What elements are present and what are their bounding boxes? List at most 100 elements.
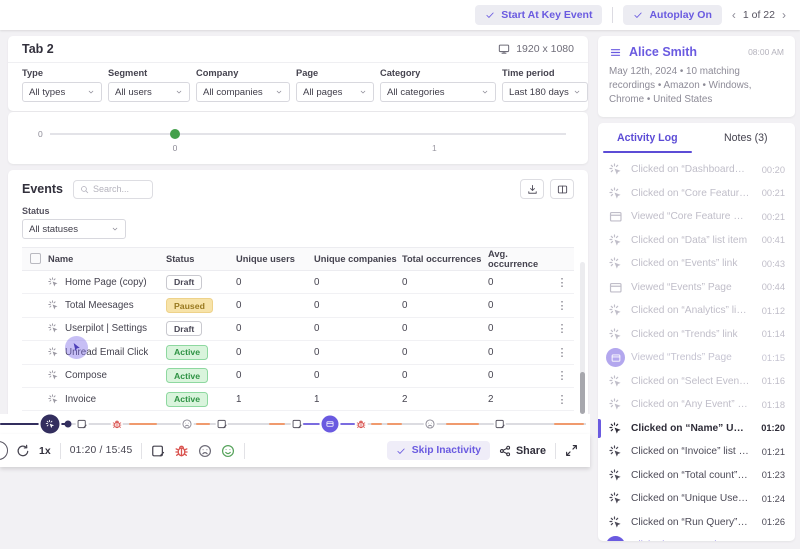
table-row[interactable]: Total Meesages Paused 0 0 0 0 ⋮ (22, 294, 574, 318)
timeline-note-marker[interactable] (215, 417, 229, 431)
timeline-segment-orange[interactable] (371, 422, 382, 425)
timeline-segment-orange[interactable] (269, 422, 285, 425)
playback-timeline[interactable] (0, 414, 590, 434)
activity-log-item[interactable]: Clicked on “Select Event” dropdown 01:16 (598, 370, 795, 394)
activity-log-item[interactable]: Clicked on “Name” Unread Email C... 01:20 (598, 417, 795, 441)
timeline-segment-orange[interactable] (446, 422, 480, 425)
start-at-key-event-label: Start At Key Event (501, 9, 593, 21)
event-name: Userpilot | Settings (65, 323, 148, 335)
activity-log-item[interactable]: Clicked on “Run Query” button 01:26 (598, 511, 795, 535)
tab-notes[interactable]: Notes (3) (723, 132, 768, 145)
table-row[interactable]: Invoice Active 1 1 2 2 ⋮ (22, 388, 574, 412)
activity-log-item[interactable]: Clicked on “Core Feature Engagem... 00:21 (598, 182, 795, 206)
events-actions (520, 179, 574, 199)
chevron-down-icon (573, 88, 581, 96)
timeline-segment-orange[interactable] (554, 422, 585, 425)
table-row[interactable]: Compose Active 0 0 0 0 ⋮ (22, 365, 574, 388)
activity-log-item[interactable]: Clicked on “Any Event” list item 01:18 (598, 393, 795, 417)
timeline-note-marker[interactable] (290, 417, 304, 431)
activity-log-item[interactable]: Viewed “Events” Page 00:44 (598, 276, 795, 300)
share-button[interactable]: Share (499, 445, 546, 457)
speed-button[interactable]: 1x (39, 444, 51, 457)
timeline-dot-marker[interactable] (64, 420, 72, 428)
timeline-face-icon (425, 419, 436, 430)
bug-icon[interactable] (174, 443, 189, 458)
timeline-face-marker[interactable] (180, 417, 194, 431)
filter-select-segment[interactable]: All users (108, 82, 190, 102)
timeline-segment-navy[interactable] (0, 422, 70, 425)
row-menu-button[interactable]: ⋮ (556, 370, 568, 383)
timeline-bug-marker[interactable] (354, 417, 368, 431)
filter-select-type[interactable]: All types (22, 82, 102, 102)
timeline-segment-orange[interactable] (129, 422, 157, 425)
activity-time: 01:14 (761, 329, 785, 340)
timeline-face-marker[interactable] (423, 417, 437, 431)
activity-log-item[interactable]: Clicked on “Unique Users” list item 01:24 (598, 487, 795, 511)
tab-activity-log[interactable]: Activity Log (598, 123, 697, 154)
row-menu-button[interactable]: ⋮ (556, 393, 568, 406)
smile-face-icon[interactable] (221, 444, 235, 458)
search-input[interactable] (93, 184, 146, 194)
select-all-checkbox[interactable] (30, 252, 41, 264)
activity-log-item[interactable]: Clicked on “Save” button01:55 (598, 534, 795, 541)
chart-data-point[interactable] (170, 128, 180, 139)
activity-log-item[interactable]: Viewed “Trends” Page 01:15 (598, 346, 795, 370)
activity-log-item[interactable]: Clicked on “Trends” link 01:14 (598, 323, 795, 347)
event-name: Unread Email Click (65, 346, 149, 358)
table-row[interactable]: Home Page (copy) Draft 0 0 0 0 ⋮ (22, 271, 574, 295)
activity-log-item[interactable]: Clicked on “Events” link 00:43 (598, 252, 795, 276)
timeline-segment-orange[interactable] (387, 422, 402, 425)
fullscreen-icon[interactable] (565, 444, 578, 457)
activity-time: 01:18 (761, 399, 785, 410)
page-icon (609, 210, 623, 224)
timeline-event-marker[interactable] (321, 415, 339, 433)
status-filter-value: All statuses (29, 223, 79, 235)
play-button[interactable] (0, 441, 8, 460)
autoplay-label: Autoplay On (649, 9, 712, 21)
resolution-label: 1920 x 1080 (516, 43, 574, 55)
autoplay-toggle-button[interactable]: Autoplay On (623, 5, 722, 25)
chart-axis-line (50, 133, 566, 135)
timeline-note-marker[interactable] (493, 417, 506, 431)
filter-select-page[interactable]: All pages (296, 82, 374, 102)
event-name: Invoice (65, 393, 97, 405)
prev-recording-button[interactable]: ‹ (731, 8, 736, 22)
timeline-bug-marker[interactable] (110, 417, 124, 431)
row-menu-button[interactable]: ⋮ (556, 323, 568, 336)
export-button[interactable] (520, 179, 544, 199)
timeline-note-marker[interactable] (75, 417, 89, 431)
row-menu-button[interactable]: ⋮ (556, 300, 568, 313)
sad-face-icon[interactable] (198, 444, 212, 458)
table-scrollbar-thumb[interactable] (580, 372, 585, 414)
activity-text: Clicked on “Name” Unread Email C... (631, 422, 750, 434)
filter-select-category[interactable]: All categories (380, 82, 496, 102)
highlight-circle (606, 348, 625, 368)
replay-icon[interactable] (16, 444, 30, 458)
next-recording-button[interactable]: › (782, 8, 786, 22)
events-header: Events (22, 179, 574, 199)
activity-log-item[interactable]: Clicked on “Data” list item 00:41 (598, 229, 795, 253)
status-filter-select[interactable]: All statuses (22, 219, 126, 239)
row-menu-button[interactable]: ⋮ (556, 346, 568, 359)
click-icon (609, 187, 623, 201)
avg-occurrence-value: 0 (488, 323, 494, 335)
table-row[interactable]: Userpilot | Settings Draft 0 0 0 0 ⋮ (22, 318, 574, 342)
start-at-key-event-button[interactable]: Start At Key Event (475, 5, 603, 25)
table-row[interactable]: Unread Email Click Active 0 0 0 0 ⋮ (22, 341, 574, 365)
activity-log-item[interactable]: Clicked on “Total count” dropdown 01:23 (598, 464, 795, 488)
activity-log-item[interactable]: Viewed “Core Feature Engagment” 00:21 (598, 205, 795, 229)
skip-inactivity-toggle[interactable]: Skip Inactivity (386, 441, 490, 460)
row-menu-button[interactable]: ⋮ (556, 276, 568, 289)
timeline-segment-orange[interactable] (195, 422, 211, 425)
events-search[interactable] (73, 179, 153, 199)
filter-select-company[interactable]: All companies (196, 82, 290, 102)
note-icon[interactable] (151, 444, 165, 458)
filter-select-time-period[interactable]: Last 180 days (502, 82, 588, 102)
activity-log-item[interactable]: Clicked on “Dashboards” list item 00:20 (598, 158, 795, 182)
columns-button[interactable] (550, 179, 574, 199)
activity-time: 00:43 (761, 258, 785, 269)
activity-log-item[interactable]: Clicked on “Analytics” list item 01:12 (598, 299, 795, 323)
timeline-playhead[interactable] (40, 414, 60, 434)
activity-log-item[interactable]: Clicked on “Invoice” list item 01:21 (598, 440, 795, 464)
user-card[interactable]: Alice Smith 08:00 AM May 12th, 2024 • 10… (598, 36, 795, 118)
